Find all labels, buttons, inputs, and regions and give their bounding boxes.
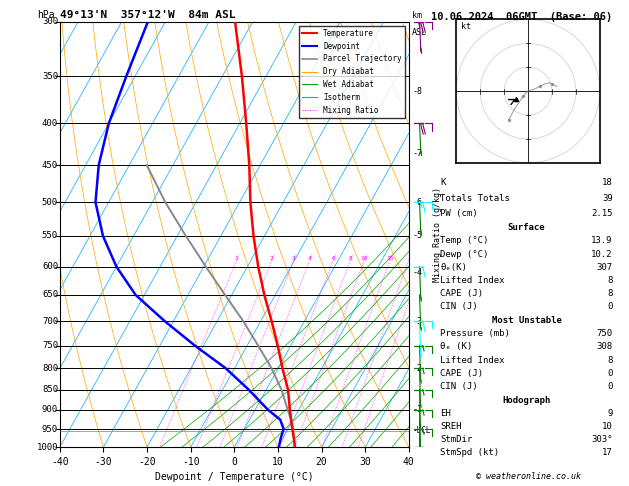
Text: 950: 950 (42, 424, 58, 434)
Text: 500: 500 (42, 198, 58, 207)
Text: θₑ(K): θₑ(K) (440, 263, 467, 272)
Text: 700: 700 (42, 317, 58, 326)
X-axis label: Dewpoint / Temperature (°C): Dewpoint / Temperature (°C) (155, 472, 314, 483)
Text: hPa: hPa (37, 10, 55, 20)
Text: 303°: 303° (591, 435, 613, 444)
Text: 17: 17 (602, 448, 613, 457)
Text: kt: kt (461, 22, 471, 31)
Text: -7: -7 (413, 149, 423, 157)
Text: © weatheronline.co.uk: © weatheronline.co.uk (476, 472, 581, 481)
Text: 8: 8 (608, 289, 613, 298)
Text: 9: 9 (608, 409, 613, 418)
Text: StmDir: StmDir (440, 435, 472, 444)
Text: 1: 1 (235, 256, 238, 261)
Text: 0: 0 (608, 302, 613, 312)
Text: 750: 750 (42, 341, 58, 350)
Text: 3: 3 (292, 256, 296, 261)
Text: SREH: SREH (440, 422, 462, 431)
Text: K: K (440, 178, 445, 187)
Text: 2.15: 2.15 (591, 209, 613, 218)
Text: Hodograph: Hodograph (503, 396, 550, 405)
Text: 2: 2 (270, 256, 274, 261)
Text: Surface: Surface (508, 223, 545, 232)
Text: 600: 600 (42, 262, 58, 271)
Text: 8: 8 (608, 276, 613, 285)
Text: Temp (°C): Temp (°C) (440, 236, 489, 245)
Text: 0: 0 (608, 369, 613, 378)
Text: -LCL: -LCL (413, 426, 431, 435)
Text: -4: -4 (413, 268, 423, 277)
Text: 39: 39 (602, 193, 613, 203)
Text: StmSpd (kt): StmSpd (kt) (440, 448, 499, 457)
Text: 350: 350 (42, 72, 58, 81)
Text: 8: 8 (348, 256, 352, 261)
Text: 900: 900 (42, 405, 58, 415)
Text: ASL: ASL (413, 28, 427, 37)
Text: Most Unstable: Most Unstable (491, 315, 562, 325)
Text: 307: 307 (596, 263, 613, 272)
Text: Mixing Ratio (g/kg): Mixing Ratio (g/kg) (433, 187, 442, 282)
Text: 750: 750 (596, 329, 613, 338)
Text: 550: 550 (42, 231, 58, 241)
Text: 10: 10 (360, 256, 368, 261)
Text: 4: 4 (308, 256, 311, 261)
Text: 1000: 1000 (36, 443, 58, 451)
Text: 10: 10 (602, 422, 613, 431)
Text: -3: -3 (413, 317, 423, 326)
Text: Lifted Index: Lifted Index (440, 356, 504, 365)
Text: θₑ (K): θₑ (K) (440, 342, 472, 351)
Text: km: km (413, 11, 422, 20)
Text: -6: -6 (413, 198, 423, 207)
Text: Pressure (mb): Pressure (mb) (440, 329, 510, 338)
Text: -2: -2 (413, 364, 423, 373)
Text: 0: 0 (608, 382, 613, 392)
Text: Totals Totals: Totals Totals (440, 193, 510, 203)
Text: PW (cm): PW (cm) (440, 209, 478, 218)
Text: 8: 8 (608, 356, 613, 365)
Text: 308: 308 (596, 342, 613, 351)
Text: 450: 450 (42, 160, 58, 170)
Text: 10.06.2024  06GMT  (Base: 06): 10.06.2024 06GMT (Base: 06) (431, 12, 612, 22)
Text: CAPE (J): CAPE (J) (440, 369, 483, 378)
Text: EH: EH (440, 409, 451, 418)
Text: 800: 800 (42, 364, 58, 373)
Text: 49°13'N  357°12'W  84m ASL: 49°13'N 357°12'W 84m ASL (60, 10, 235, 20)
Legend: Temperature, Dewpoint, Parcel Trajectory, Dry Adiabat, Wet Adiabat, Isotherm, Mi: Temperature, Dewpoint, Parcel Trajectory… (299, 26, 405, 118)
Text: 10.2: 10.2 (591, 250, 613, 259)
Text: 850: 850 (42, 385, 58, 394)
Text: 18: 18 (602, 178, 613, 187)
Text: 650: 650 (42, 291, 58, 299)
Text: 15: 15 (386, 256, 394, 261)
Text: 13.9: 13.9 (591, 236, 613, 245)
Text: CIN (J): CIN (J) (440, 302, 478, 312)
Text: -1: -1 (413, 405, 423, 415)
Text: 400: 400 (42, 119, 58, 128)
Text: -8: -8 (413, 87, 423, 96)
Text: Lifted Index: Lifted Index (440, 276, 504, 285)
Text: 6: 6 (331, 256, 335, 261)
Text: CIN (J): CIN (J) (440, 382, 478, 392)
Text: CAPE (J): CAPE (J) (440, 289, 483, 298)
Text: 300: 300 (42, 17, 58, 26)
Text: Dewp (°C): Dewp (°C) (440, 250, 489, 259)
Text: -5: -5 (413, 231, 423, 241)
